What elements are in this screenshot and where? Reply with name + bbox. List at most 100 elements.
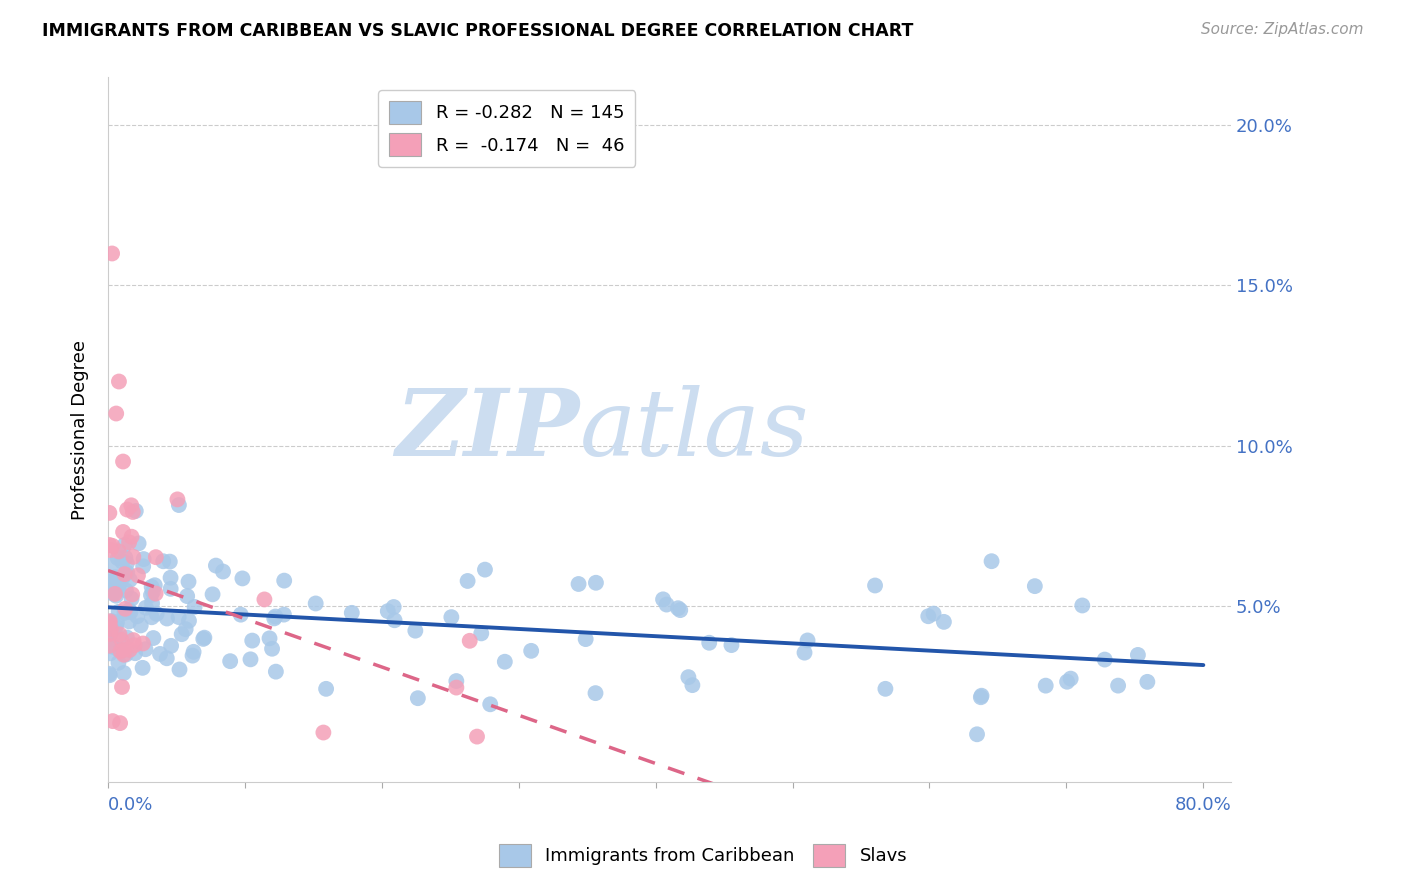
Point	[132, 559, 155, 574]
Point	[152, 554, 174, 568]
Point	[132, 552, 155, 566]
Point	[98, 576, 121, 591]
Point	[652, 592, 675, 607]
Point	[127, 609, 149, 624]
Point	[404, 624, 426, 638]
Point	[149, 647, 172, 661]
Point	[120, 605, 142, 619]
Text: 80.0%: 80.0%	[1175, 797, 1232, 814]
Point	[585, 686, 607, 700]
Point	[470, 626, 492, 640]
Point	[669, 603, 692, 617]
Point	[121, 591, 143, 606]
Point	[112, 642, 135, 657]
Point	[141, 580, 163, 594]
Point	[121, 530, 143, 544]
Point	[440, 610, 463, 624]
Point	[135, 600, 157, 615]
Point	[264, 609, 287, 624]
Point	[100, 624, 122, 639]
Point	[1056, 674, 1078, 689]
Point	[118, 535, 141, 549]
Point	[98, 646, 121, 660]
Point	[1094, 652, 1116, 666]
Point	[156, 651, 179, 665]
Point	[103, 622, 125, 636]
Point	[183, 599, 205, 614]
Point	[312, 725, 335, 739]
Point	[98, 615, 121, 629]
Point	[212, 565, 235, 579]
Point	[98, 616, 121, 631]
Point	[446, 674, 468, 689]
Point	[105, 407, 128, 421]
Point	[110, 644, 132, 658]
Point	[114, 566, 136, 580]
Text: atlas: atlas	[579, 384, 808, 475]
Point	[264, 665, 287, 679]
Point	[108, 375, 131, 389]
Point	[117, 566, 139, 580]
Point	[239, 652, 262, 666]
Point	[115, 648, 138, 662]
Point	[114, 550, 136, 565]
Point	[160, 639, 183, 653]
Point	[115, 631, 138, 645]
Point	[101, 246, 124, 260]
Point	[103, 577, 125, 591]
Point	[219, 654, 242, 668]
Point	[98, 639, 121, 653]
Point	[1136, 674, 1159, 689]
Point	[141, 596, 163, 610]
Point	[101, 586, 124, 600]
Point	[145, 607, 167, 621]
Point	[118, 603, 141, 617]
Point	[98, 666, 121, 681]
Point	[159, 582, 181, 596]
Point	[205, 558, 228, 573]
Point	[120, 498, 142, 512]
Point	[720, 638, 742, 652]
Point	[118, 615, 141, 629]
Point	[966, 727, 988, 741]
Point	[922, 607, 945, 621]
Point	[145, 550, 167, 565]
Point	[98, 668, 121, 682]
Point	[697, 636, 720, 650]
Point	[122, 549, 145, 564]
Point	[112, 665, 135, 680]
Point	[1024, 579, 1046, 593]
Point	[1126, 648, 1149, 662]
Point	[193, 631, 215, 645]
Point	[114, 602, 136, 616]
Point	[167, 498, 190, 512]
Point	[201, 587, 224, 601]
Point	[108, 576, 131, 591]
Point	[105, 619, 128, 633]
Point	[128, 536, 150, 550]
Point	[174, 622, 197, 636]
Point	[134, 642, 156, 657]
Point	[681, 678, 703, 692]
Y-axis label: Professional Degree: Professional Degree	[72, 340, 89, 519]
Point	[101, 714, 124, 728]
Point	[253, 592, 276, 607]
Point	[159, 571, 181, 585]
Point	[129, 618, 152, 632]
Point	[108, 627, 131, 641]
Point	[124, 646, 146, 660]
Point	[107, 551, 129, 566]
Point	[114, 538, 136, 552]
Point	[98, 627, 121, 641]
Point	[263, 611, 285, 625]
Point	[131, 661, 153, 675]
Point	[101, 539, 124, 553]
Point	[1035, 679, 1057, 693]
Point	[107, 582, 129, 596]
Point	[115, 502, 138, 516]
Point	[166, 492, 188, 507]
Point	[793, 646, 815, 660]
Text: 0.0%: 0.0%	[108, 797, 153, 814]
Point	[457, 574, 479, 588]
Point	[115, 557, 138, 571]
